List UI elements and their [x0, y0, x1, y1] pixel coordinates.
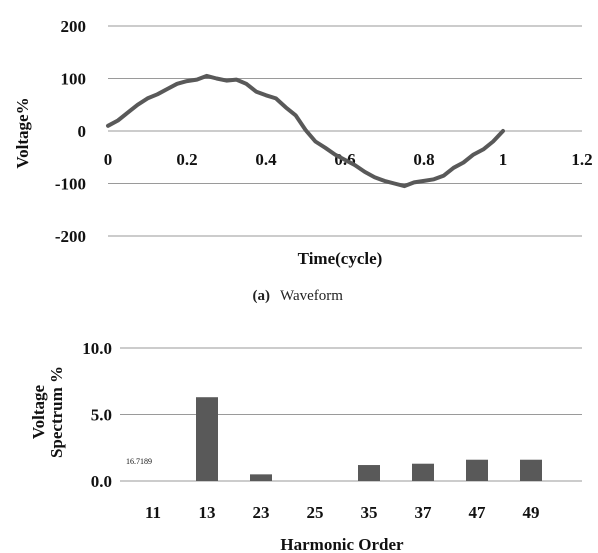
- spectrum-x-tick-label: 49: [523, 503, 540, 522]
- spectrum-y-tick-label: 10.0: [82, 339, 112, 358]
- spectrum-y-axis-label-line1: Voltage: [29, 384, 48, 439]
- waveform-y-tick-label: 200: [61, 17, 87, 36]
- waveform-caption-text: Waveform: [280, 288, 343, 304]
- waveform-y-tick-label: 100: [61, 70, 87, 89]
- spectrum-bar: [466, 459, 488, 481]
- spectrum-bar: [358, 465, 380, 481]
- spectrum-annotation: 16.7189: [126, 457, 152, 466]
- waveform-x-tick-label: 0: [104, 150, 113, 169]
- waveform-x-tick-label: 0.8: [413, 150, 434, 169]
- spectrum-x-tick-label: 23: [253, 503, 270, 522]
- spectrum-x-tick-label: 13: [199, 503, 216, 522]
- waveform-y-tick-label: -100: [55, 175, 86, 194]
- waveform-y-axis-label: Voltage%: [13, 97, 32, 168]
- spectrum-x-tick-label: 25: [307, 503, 324, 522]
- waveform-series-line: [106, 73, 505, 189]
- spectrum-x-tick-label: 37: [415, 503, 433, 522]
- spectrum-x-tick-label: 47: [469, 503, 487, 522]
- spectrum-x-tick-label: 11: [145, 503, 161, 522]
- spectrum-x-axis-label: Harmonic Order: [280, 535, 404, 553]
- spectrum-y-tick-label: 5.0: [91, 406, 112, 425]
- waveform-x-tick-label: 0.4: [255, 150, 277, 169]
- waveform-caption-label: (a): [253, 288, 271, 304]
- waveform-x-tick-label: 0.2: [176, 150, 197, 169]
- spectrum-y-axis-label-line2: Spectrum %: [47, 366, 66, 458]
- spectrum-bar: [250, 474, 272, 481]
- waveform-x-tick-label: 1.2: [571, 150, 592, 169]
- spectrum-bar: [412, 463, 434, 481]
- waveform-y-tick-label: 0: [78, 122, 87, 141]
- waveform-x-axis-label: Time(cycle): [298, 249, 383, 268]
- spectrum-x-tick-label: 35: [361, 503, 378, 522]
- spectrum-y-tick-label: 0.0: [91, 472, 112, 491]
- spectrum-chart: 10.0 5.0 0.0 11 13 23 25 35 37 47 49 Voltage Spec…: [29, 339, 582, 553]
- spectrum-bar: [520, 459, 542, 481]
- waveform-x-tick-label: 1: [499, 150, 508, 169]
- spectrum-bar: [196, 397, 218, 481]
- waveform-y-tick-label: -200: [55, 227, 86, 246]
